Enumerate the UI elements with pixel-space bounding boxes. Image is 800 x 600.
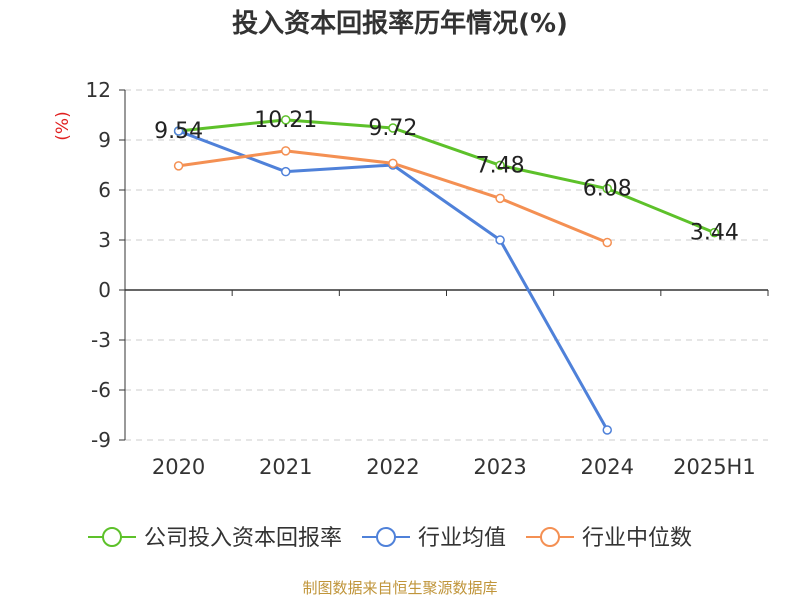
data-point (495, 160, 505, 171)
data-label: 10.21 (254, 108, 317, 133)
data-point (281, 146, 291, 156)
y-tick-label: 3 (98, 228, 111, 252)
y-tick-label: 9 (98, 128, 111, 152)
legend-label: 公司投入资本回报率 (144, 526, 342, 551)
data-point (388, 158, 398, 169)
chart-title: 投入资本回报率历年情况(%) (232, 9, 568, 39)
data-point (602, 183, 612, 194)
axes: 12 9 6 3 0 -3 -6 -9 2020 2021 2022 2023 2024 2025H1 (%… (53, 78, 769, 479)
y-axis-label: (%) (53, 111, 73, 140)
legend-marker (376, 527, 396, 547)
data-label: 7.48 (476, 153, 525, 178)
x-tick-label: 2024 (581, 455, 634, 479)
x-tick-label: 2020 (152, 455, 205, 479)
series-lines (173, 115, 720, 435)
y-tick-label: 12 (86, 78, 111, 102)
legend-marker (102, 527, 122, 547)
legend-marker (540, 527, 560, 547)
legend-label: 行业中位数 (582, 526, 692, 551)
legend-item: 行业中位数 (526, 526, 692, 551)
data-point (173, 126, 184, 136)
data-label: 3.44 (690, 221, 739, 246)
y-tick-label: -6 (91, 378, 111, 402)
legend: 公司投入资本回报率 行业均值 行业中位数 (88, 526, 692, 551)
data-point (281, 166, 291, 177)
y-tick-label: -3 (91, 328, 111, 352)
data-point (495, 235, 505, 245)
data-label: 9.54 (154, 119, 203, 144)
x-tick-label: 2023 (473, 455, 526, 479)
legend-item: 公司投入资本回报率 (88, 526, 342, 551)
y-tick-label: 0 (98, 278, 111, 302)
data-point (602, 237, 612, 248)
data-point (173, 161, 184, 171)
data-point (388, 123, 398, 133)
y-tick-label: 6 (98, 178, 111, 202)
source-note: 制图数据来自恒生聚源数据库 (302, 579, 498, 597)
y-tick-label: -9 (91, 428, 111, 452)
data-point (709, 227, 720, 238)
legend-item: 行业均值 (362, 526, 506, 551)
series-line (178, 118, 715, 235)
data-point (495, 193, 505, 204)
data-point (281, 115, 291, 125)
data-label: 6.08 (583, 177, 632, 202)
x-tick-label: 2021 (259, 455, 312, 479)
legend-label: 行业均值 (418, 526, 506, 551)
x-tick-label: 2022 (366, 455, 419, 479)
x-tick-label: 2025H1 (673, 455, 756, 479)
data-label: 9.72 (368, 116, 417, 141)
data-point (602, 425, 612, 435)
grid-lines (125, 89, 768, 441)
data-labels: 9.54 10.21 9.72 7.48 6.08 3.44 (154, 108, 739, 246)
